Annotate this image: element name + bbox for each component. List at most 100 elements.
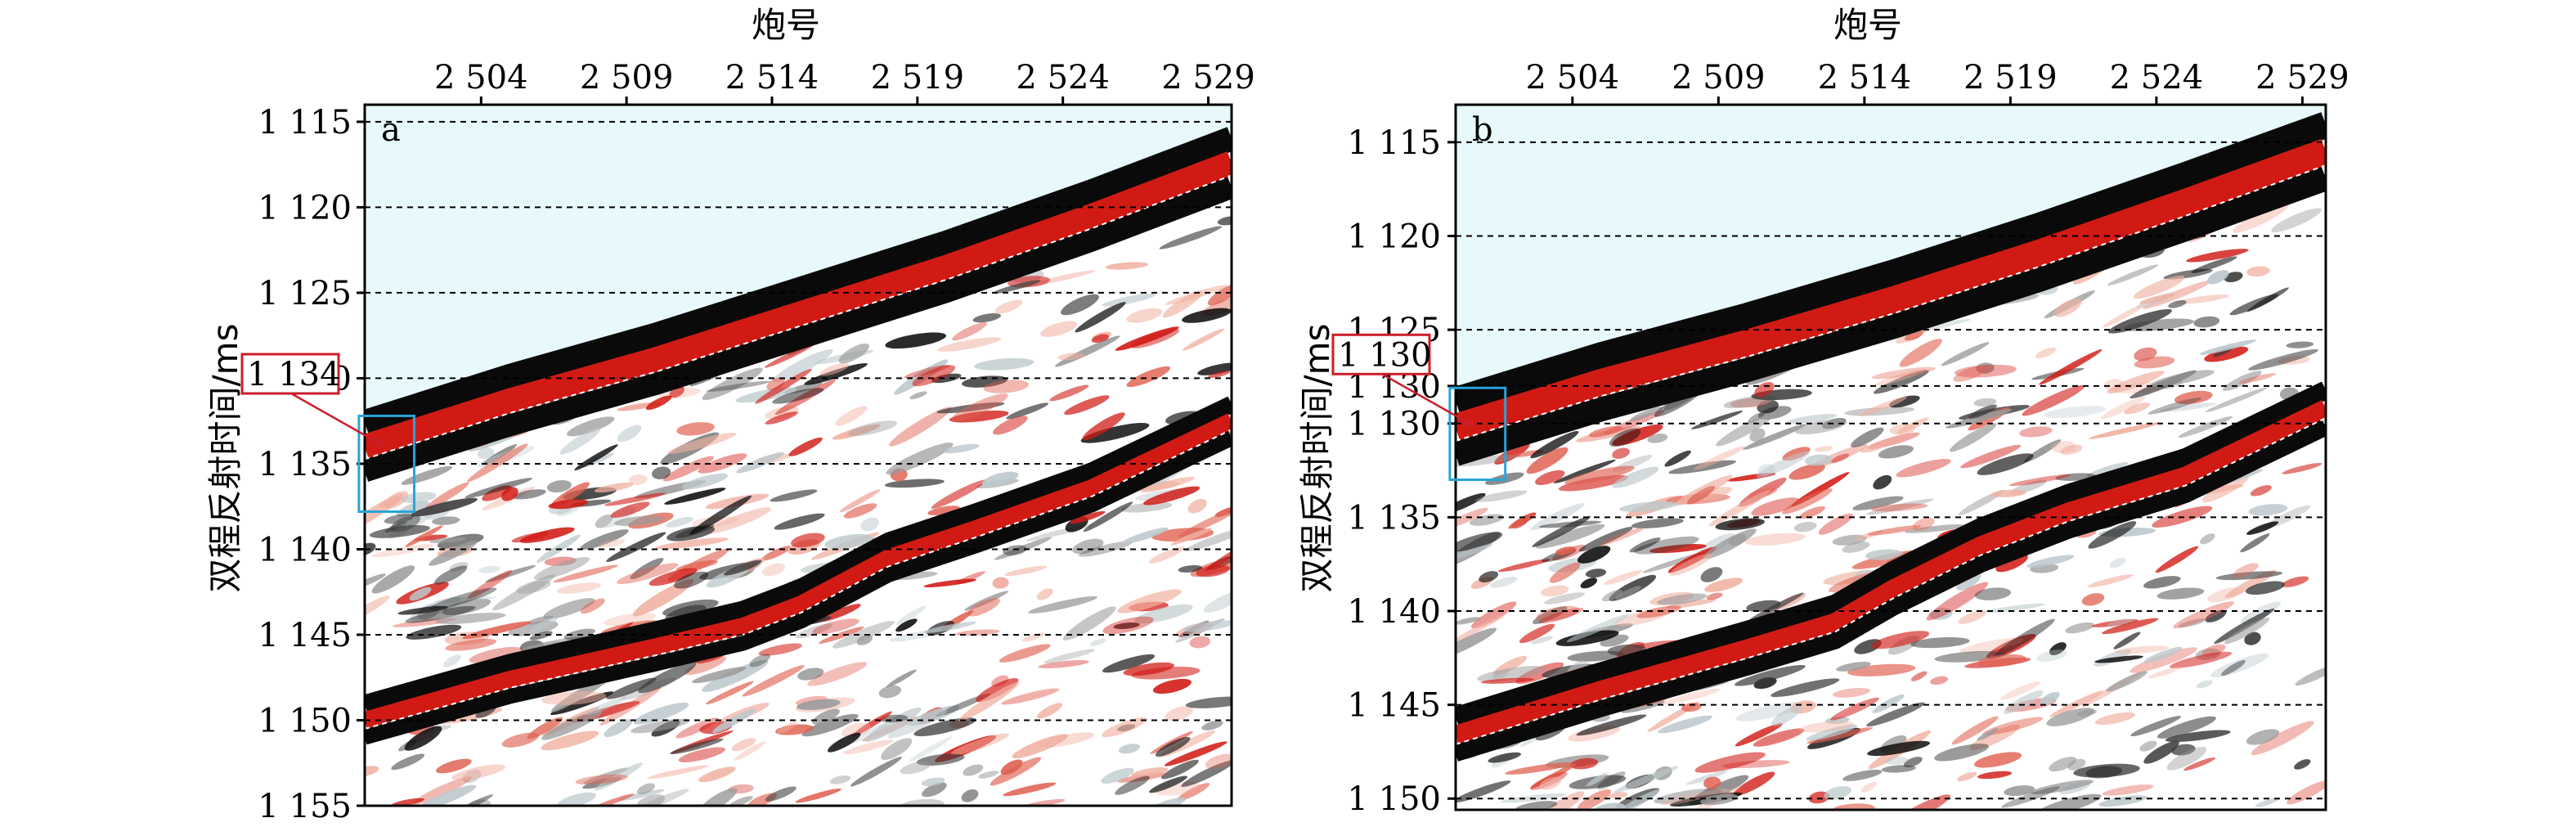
noise-mark xyxy=(432,516,460,525)
noise-mark xyxy=(2170,651,2233,668)
noise-mark xyxy=(765,786,797,802)
noise-mark xyxy=(2143,576,2181,589)
noise-mark xyxy=(1771,705,1802,726)
noise-mark xyxy=(1182,328,1225,351)
noise-mark xyxy=(2143,740,2179,764)
reflector-main-red xyxy=(365,151,1232,459)
noise-mark xyxy=(887,709,948,739)
noise-mark xyxy=(519,527,575,543)
panel-a: 2 504 2 509 2 514 2 519 2 524 2 529 1 115 1 12… xyxy=(205,5,1255,825)
noise-mark xyxy=(1105,262,1149,270)
noise-mark xyxy=(1588,425,1622,438)
noise-mark xyxy=(1170,528,1213,546)
noise-mark xyxy=(2086,461,2129,477)
y-tick-label: 1 115 xyxy=(1347,124,1441,162)
noise-mark xyxy=(2107,264,2159,285)
noise-mark xyxy=(1578,526,1633,552)
reflector-main-black-upper xyxy=(365,127,1232,434)
noise-mark xyxy=(943,443,980,454)
noise-mark xyxy=(2139,740,2157,752)
noise-mark xyxy=(2040,691,2060,706)
noise-mark xyxy=(1149,775,1187,793)
noise-mark xyxy=(1977,728,1999,741)
noise-mark xyxy=(1703,528,1757,560)
noise-mark xyxy=(606,677,657,699)
noise-mark xyxy=(790,533,825,548)
noise-mark xyxy=(1078,541,1133,557)
noise-mark xyxy=(429,587,497,610)
noise-mark xyxy=(832,424,881,440)
noise-mark xyxy=(1982,717,2044,735)
noise-mark xyxy=(1118,744,1141,754)
noise-mark xyxy=(604,492,666,506)
noise-mark xyxy=(1681,703,1702,712)
noise-mark xyxy=(1185,696,1232,708)
noise-mark xyxy=(797,699,841,711)
noise-mark xyxy=(1657,593,1708,605)
noise-mark xyxy=(2102,784,2154,796)
noise-mark xyxy=(1686,485,1716,505)
noise-mark xyxy=(706,681,754,705)
noise-mark xyxy=(886,443,954,475)
noise-mark xyxy=(606,532,666,562)
noise-mark xyxy=(1986,634,2036,659)
noise-mark xyxy=(1497,559,1551,573)
noise-mark xyxy=(1102,654,1156,673)
noise-mark xyxy=(949,410,1009,423)
noise-mark xyxy=(958,681,1020,721)
noise-mark xyxy=(636,783,655,795)
noise-mark xyxy=(617,425,642,443)
x-tick-label: 2 519 xyxy=(871,59,965,97)
noise-mark xyxy=(850,757,902,787)
noise-mark xyxy=(1039,321,1078,337)
noise-mark xyxy=(2150,370,2215,387)
callout-label-box xyxy=(1331,333,1431,375)
noise-mark xyxy=(1003,545,1027,555)
noise-mark xyxy=(575,774,628,785)
noise-mark xyxy=(1061,294,1099,316)
noise-mark xyxy=(916,753,965,766)
noise-mark xyxy=(1749,428,1766,443)
noise-mark xyxy=(477,447,495,460)
noise-mark xyxy=(1535,524,1605,549)
reflectors-b xyxy=(1456,112,2326,762)
noise-mark xyxy=(1564,465,1635,485)
noise-mark xyxy=(2114,645,2170,654)
noise-mark xyxy=(993,416,1028,435)
noise-mark xyxy=(1950,423,1997,452)
noise-mark xyxy=(1888,395,1920,408)
noise-mark xyxy=(411,497,478,517)
noise-mark xyxy=(2251,721,2314,756)
noise-mark xyxy=(839,489,881,513)
noise-mark xyxy=(1187,498,1207,514)
noise-mark xyxy=(1824,785,1851,800)
noise-mark xyxy=(835,406,868,426)
noise-mark xyxy=(972,312,1002,323)
x-tick-label: 2 524 xyxy=(1016,59,1110,97)
noise-mark xyxy=(829,775,851,784)
x-tick-label: 2 514 xyxy=(725,59,819,97)
noise-mark xyxy=(443,654,461,667)
noise-mark xyxy=(912,365,956,387)
noise-mark xyxy=(1070,510,1106,524)
noise-mark xyxy=(384,514,415,524)
noise-mark xyxy=(610,501,650,519)
noise-mark xyxy=(1577,546,1611,564)
noise-mark xyxy=(2035,793,2102,810)
noise-mark xyxy=(1064,395,1110,416)
noise-mark xyxy=(478,565,500,573)
noise-mark xyxy=(1836,661,1871,672)
noise-mark xyxy=(1694,752,1766,773)
noise-mark xyxy=(1479,571,1499,583)
noise-mark xyxy=(2248,504,2288,516)
noise-mark xyxy=(567,416,615,437)
reflector-main-black-lower xyxy=(1456,167,2326,466)
y-tick-label: 1 125 xyxy=(258,275,352,312)
x-tick-label: 2 529 xyxy=(2255,59,2349,97)
noise-mark xyxy=(559,428,601,455)
noise-mark xyxy=(1102,293,1156,307)
noise-mark xyxy=(1036,588,1053,600)
noise-mark xyxy=(1142,486,1200,506)
noise-mark xyxy=(1756,451,1810,479)
x-ticks-b: 2 504 2 509 2 514 2 519 2 524 2 529 xyxy=(1526,59,2349,105)
